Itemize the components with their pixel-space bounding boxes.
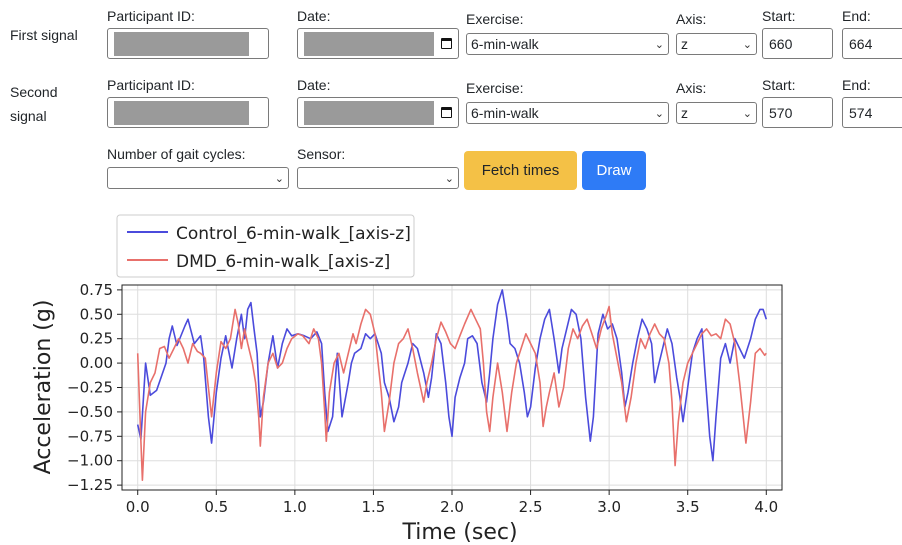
second-exercise-select[interactable]: 6-min-walk ⌄: [466, 102, 669, 124]
y-tick-label: −1.00: [67, 452, 113, 470]
legend: Control_6-min-walk_[axis-z] DMD_6-min-wa…: [116, 214, 415, 278]
first-axis-label: Axis:: [676, 11, 707, 27]
second-signal-title-line2: signal: [10, 108, 47, 124]
second-date-input[interactable]: [297, 97, 459, 128]
first-signal-title: First signal: [10, 27, 78, 43]
x-tick-label: 1.0: [283, 498, 307, 516]
x-tick-label: 3.0: [597, 498, 621, 516]
second-date-label: Date:: [297, 77, 331, 93]
x-ticks: 0.0 0.5 1.0 1.5 2.0 2.5 3.0 3.5 4.0: [126, 490, 778, 516]
redacted-participant-id: [114, 100, 249, 125]
first-end-label: End:: [842, 8, 871, 24]
y-tick-label: 0.50: [80, 305, 113, 323]
second-exercise-value: 6-min-walk: [471, 105, 539, 121]
y-tick-label: 0.75: [80, 281, 113, 299]
second-axis-label: Axis:: [676, 80, 707, 96]
x-tick-label: 2.0: [440, 498, 464, 516]
first-start-label: Start:: [762, 8, 796, 24]
first-date-label: Date:: [297, 8, 331, 24]
legend-control-label: Control_6-min-walk_[axis-z]: [176, 224, 411, 244]
first-end-input[interactable]: 664: [842, 28, 902, 59]
y-tick-label: 0.25: [80, 330, 113, 348]
x-tick-label: 1.5: [361, 498, 385, 516]
legend-dmd-label: DMD_6-min-walk_[axis-z]: [176, 252, 390, 272]
second-exercise-label: Exercise:: [466, 80, 524, 96]
first-date-input[interactable]: [297, 28, 459, 59]
first-participant-input[interactable]: [107, 28, 269, 59]
second-end-label: End:: [842, 77, 871, 93]
chevron-down-icon: ⌄: [654, 38, 664, 51]
draw-button[interactable]: Draw: [582, 151, 646, 190]
second-participant-label: Participant ID:: [107, 77, 195, 93]
first-axis-value: z: [681, 36, 688, 52]
y-ticks: 0.75 0.50 0.25 0.00 −0.25 −0.50 −0.75 −1.00 −1.2…: [67, 281, 122, 494]
second-start-label: Start:: [762, 77, 796, 93]
first-exercise-value: 6-min-walk: [471, 36, 539, 52]
chart-lines: [136, 289, 768, 481]
x-axis-label: Time (sec): [401, 520, 517, 545]
chevron-down-icon: ⌄: [742, 107, 752, 120]
chevron-down-icon: ⌄: [654, 107, 664, 120]
dmd-series-line: [136, 305, 767, 481]
chevron-down-icon: ⌄: [444, 172, 454, 185]
redacted-date: [304, 100, 434, 125]
first-exercise-label: Exercise:: [466, 11, 524, 27]
y-tick-label: 0.00: [80, 354, 113, 372]
chevron-down-icon: ⌄: [742, 38, 752, 51]
redacted-date: [304, 31, 434, 56]
chevron-down-icon: ⌄: [274, 172, 284, 185]
second-end-input[interactable]: 574: [842, 97, 902, 128]
gait-cycles-select[interactable]: ⌄: [107, 167, 289, 189]
y-tick-label: −0.25: [67, 379, 113, 397]
y-tick-label: −0.75: [67, 427, 113, 445]
redacted-participant-id: [114, 31, 249, 56]
second-axis-select[interactable]: z ⌄: [676, 102, 757, 124]
second-participant-input[interactable]: [107, 97, 269, 128]
calendar-icon[interactable]: [441, 107, 452, 118]
y-tick-label: −1.25: [67, 476, 113, 494]
calendar-icon[interactable]: [441, 38, 452, 49]
x-tick-label: 0.5: [204, 498, 228, 516]
sensor-label: Sensor:: [297, 146, 346, 162]
x-tick-label: 0.0: [126, 498, 150, 516]
second-signal-title-line1: Second: [10, 84, 58, 100]
legend-box: [116, 214, 415, 278]
x-tick-label: 3.5: [676, 498, 700, 516]
first-exercise-select[interactable]: 6-min-walk ⌄: [466, 33, 669, 55]
first-start-input[interactable]: 660: [762, 28, 833, 59]
gait-cycles-label: Number of gait cycles:: [107, 146, 246, 162]
chart-grid: [122, 285, 782, 490]
y-tick-label: −0.50: [67, 403, 113, 421]
fetch-times-button[interactable]: Fetch times: [464, 151, 577, 190]
x-tick-label: 4.0: [754, 498, 778, 516]
first-axis-select[interactable]: z ⌄: [676, 33, 757, 55]
second-axis-value: z: [681, 105, 688, 121]
acceleration-chart: 0.0 0.5 1.0 1.5 2.0 2.5 3.0 3.5 4.0 0.75 0.50 0.25…: [31, 214, 783, 545]
first-participant-label: Participant ID:: [107, 8, 195, 24]
y-axis-label: Acceleration (g): [31, 300, 56, 475]
second-start-input[interactable]: 570: [762, 97, 833, 128]
x-tick-label: 2.5: [519, 498, 543, 516]
sensor-select[interactable]: ⌄: [297, 167, 459, 189]
control-series-line: [136, 289, 768, 462]
